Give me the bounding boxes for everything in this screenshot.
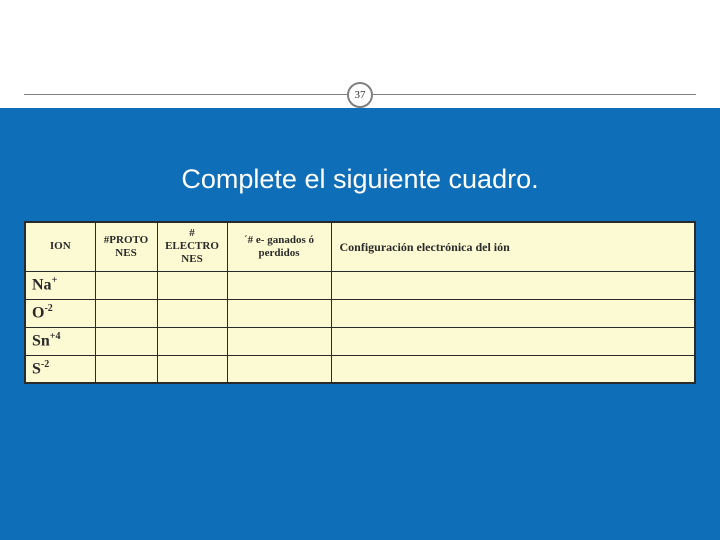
empty-cell [157, 299, 227, 327]
header-ganados: ´# e- ganados ó perdidos [227, 222, 331, 271]
empty-cell [331, 327, 695, 355]
table-header-row: ION #PROTONES #ELECTRONES ´# e- ganados … [25, 222, 695, 271]
ion-charge: -2 [44, 303, 52, 314]
table-container: ION #PROTONES #ELECTRONES ´# e- ganados … [24, 221, 696, 384]
table-row: Sn+4 [25, 327, 695, 355]
slide: 37 Complete el siguiente cuadro. ION #PR… [0, 0, 720, 540]
empty-cell [227, 299, 331, 327]
header-protones: #PROTONES [95, 222, 157, 271]
divider-right [360, 94, 696, 95]
empty-cell [95, 299, 157, 327]
table-row: S-2 [25, 355, 695, 383]
empty-cell [95, 327, 157, 355]
table-row: Na+ [25, 271, 695, 299]
ion-base: S [32, 360, 41, 377]
empty-cell [331, 271, 695, 299]
empty-cell [227, 355, 331, 383]
page-number-badge: 37 [347, 82, 373, 108]
empty-cell [157, 327, 227, 355]
ion-charge: + [52, 275, 58, 286]
ion-base: Na [32, 277, 52, 294]
ion-cell: Sn+4 [25, 327, 95, 355]
header-ion: ION [25, 222, 95, 271]
ion-table: ION #PROTONES #ELECTRONES ´# e- ganados … [24, 221, 696, 384]
empty-cell [157, 271, 227, 299]
empty-cell [227, 327, 331, 355]
empty-cell [227, 271, 331, 299]
empty-cell [95, 355, 157, 383]
ion-charge: +4 [50, 331, 61, 342]
header-electrones: #ELECTRONES [157, 222, 227, 271]
ion-cell: S-2 [25, 355, 95, 383]
ion-cell: O-2 [25, 299, 95, 327]
page-title: Complete el siguiente cuadro. [0, 164, 720, 195]
header-config: Configuración electrónica del ión [331, 222, 695, 271]
empty-cell [331, 355, 695, 383]
empty-cell [157, 355, 227, 383]
divider-left [24, 94, 360, 95]
content-area: Complete el siguiente cuadro. ION #PROTO… [0, 108, 720, 540]
ion-cell: Na+ [25, 271, 95, 299]
ion-base: Sn [32, 333, 50, 350]
ion-charge: -2 [41, 359, 49, 370]
table-row: O-2 [25, 299, 695, 327]
header-area: 37 [0, 0, 720, 108]
empty-cell [331, 299, 695, 327]
page-number: 37 [355, 89, 366, 101]
ion-base: O [32, 305, 44, 322]
empty-cell [95, 271, 157, 299]
